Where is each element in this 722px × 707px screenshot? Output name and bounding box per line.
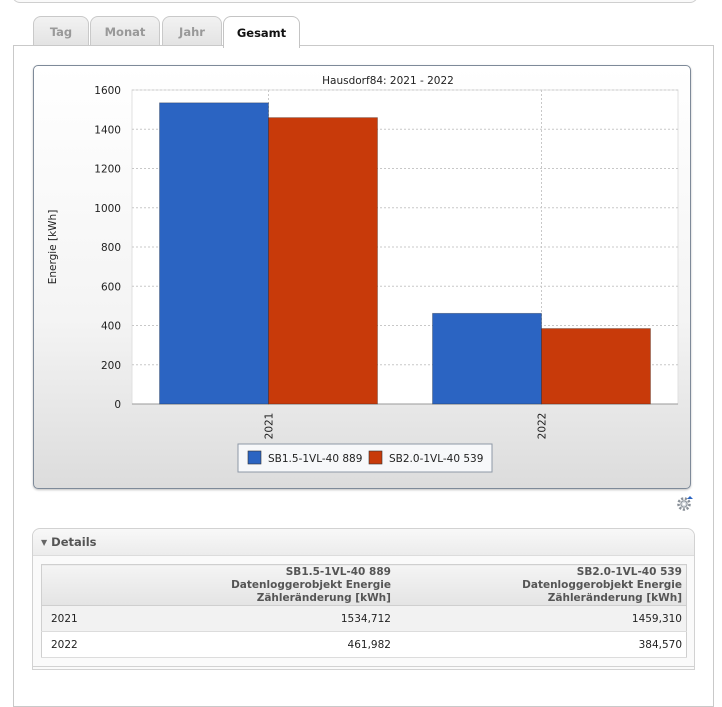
y-tick-label: 1000 [94,203,121,215]
column-1-object: Datenloggerobjekt Energie [231,579,391,591]
column-header-1: SB1.5-1VL-40 889 Datenloggerobjekt Energ… [141,564,395,606]
x-tick-label: 2021 [264,413,276,440]
details-panel: ▼ Details SB1.5-1VL-40 889 Datenloggerobj… [32,528,695,670]
y-axis-label: Energie [kWh] [47,210,59,285]
details-title: Details [51,535,97,549]
y-tick-label: 0 [114,399,121,411]
legend-box [237,443,493,473]
chart-legend: SB1.5-1VL-40 889 SB2.0-1VL-40 539 [237,443,493,473]
details-table-header: SB1.5-1VL-40 889 Datenloggerobjekt Energ… [41,564,687,606]
details-bottom-border [32,666,695,667]
tab-tag[interactable]: Tag [33,16,89,46]
tab-gesamt[interactable]: Gesamt [223,16,300,48]
chart-title: Hausdorf84: 2021 - 2022 [322,75,454,87]
x-axis-ticks: 2021 2022 [264,413,549,440]
row-value-1: 461,982 [141,631,395,658]
energy-chart: Hausdorf84: 2021 - 2022 0 200 400 600 800 100… [33,65,691,489]
bar-2021-series-1[interactable] [159,102,269,405]
tab-monat[interactable]: Monat [90,16,160,46]
column-2-unit: Zähleränderung [kWh] [547,592,682,604]
bar-2021-series-2[interactable] [268,117,378,405]
previous-panel-edge [12,0,698,3]
legend-label: SB2.0-1VL-40 539 [389,453,483,465]
y-tick-label: 400 [101,321,121,333]
chart-svg: Hausdorf84: 2021 - 2022 0 200 400 600 800 100… [47,75,679,473]
y-tick-label: 200 [101,360,121,372]
y-tick-label: 1200 [94,164,121,176]
bar-2022-series-2[interactable] [541,328,651,405]
column-1-device: SB1.5-1VL-40 889 [285,566,391,578]
column-2-object: Datenloggerobjekt Energie [522,579,682,591]
details-table: SB1.5-1VL-40 889 Datenloggerobjekt Energ… [41,564,687,658]
column-header-2: SB2.0-1VL-40 539 Datenloggerobjekt Energ… [394,564,687,606]
row-label: 2022 [41,631,142,658]
gear-icon[interactable] [675,494,693,512]
table-row: 2022 461,982 384,570 [41,631,687,658]
legend-label: SB1.5-1VL-40 889 [268,453,362,465]
y-axis-ticks: 0 200 400 600 800 1000 1200 1400 1600 [94,85,121,411]
header-empty [41,564,142,606]
bar-2022-series-1[interactable] [432,312,542,405]
triangle-down-icon: ▼ [41,538,48,547]
y-tick-label: 600 [101,281,121,293]
legend-swatch [247,450,262,465]
row-value-2: 1459,310 [394,605,687,632]
column-1-unit: Zähleränderung [kWh] [256,592,391,604]
column-2-device: SB2.0-1VL-40 539 [576,566,682,578]
y-tick-label: 1400 [94,124,121,136]
y-tick-label: 800 [101,242,121,254]
details-header[interactable]: ▼ Details [33,529,694,556]
row-label: 2021 [41,605,142,632]
bars [159,102,651,405]
x-tick-label: 2022 [537,413,549,440]
table-row: 2021 1534,712 1459,310 [41,605,687,632]
y-tick-label: 1600 [94,85,121,97]
row-value-1: 1534,712 [141,605,395,632]
tab-jahr[interactable]: Jahr [162,16,222,46]
row-value-2: 384,570 [394,631,687,658]
legend-swatch [368,450,383,465]
